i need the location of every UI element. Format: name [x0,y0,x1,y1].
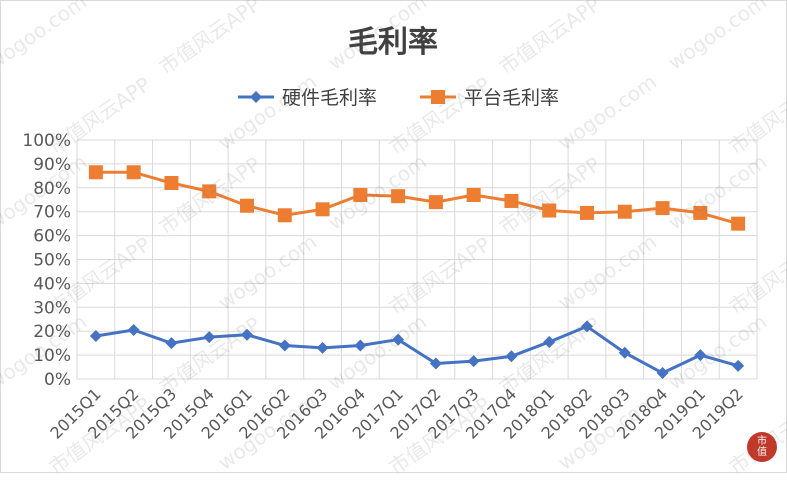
chart-title: 毛利率 [348,25,438,60]
data-point [202,184,217,199]
y-tick-label: 100% [22,131,71,151]
data-point [732,359,745,372]
series-layer [88,165,746,380]
data-point [656,367,669,380]
data-point [429,357,442,370]
data-point [618,346,631,359]
data-point [277,208,292,223]
data-point [126,165,141,180]
badge-line-1: 市 [757,436,767,447]
data-point [353,187,368,202]
series-2 [88,165,746,231]
y-tick-label: 90% [33,155,71,175]
data-point [617,204,632,219]
brand-badge: 市 值 [747,432,777,462]
legend: 硬件毛利率 平台毛利率 [238,87,559,109]
data-point [164,176,179,191]
y-tick-label: 0% [44,370,71,390]
data-point [88,165,103,180]
data-point [693,205,708,220]
data-point [165,337,178,350]
y-tick-label: 50% [33,251,71,271]
series-line [95,324,739,375]
data-point [505,350,518,363]
y-axis: 0% 10% 20% 30% 40% 50% 60% 70% 80% 90% 100% [22,131,71,390]
data-point [89,329,102,342]
data-point [581,320,593,333]
y-tick-label: 10% [33,346,71,366]
gridlines [76,139,758,380]
data-point [580,205,594,220]
data-point [731,216,746,231]
legend-marker [250,91,262,103]
y-tick-label: 70% [33,203,71,223]
data-point [542,203,557,218]
data-point [467,355,480,368]
data-point [504,193,519,208]
data-point [241,328,253,341]
y-tick-label: 40% [33,274,71,294]
data-point [240,198,254,213]
legend-item-1: 硬件毛利率 [238,87,377,109]
series-1 [89,320,745,380]
data-point [428,195,443,210]
data-point [543,335,556,348]
data-point [655,201,670,216]
y-tick-label: 80% [33,179,71,199]
legend-label: 平台毛利率 [464,87,559,109]
data-point [694,349,707,362]
y-tick-label: 20% [33,322,71,342]
x-axis: 2015Q12015Q22015Q32015Q42016Q12016Q22016… [46,384,747,442]
y-tick-label: 30% [33,298,71,318]
legend-marker [431,90,445,104]
legend-label: 硬件毛利率 [282,87,377,109]
data-point [278,339,291,352]
data-point [127,324,140,337]
data-point [203,331,216,344]
data-point [316,341,329,354]
data-point [391,189,406,204]
data-point [392,333,405,346]
data-point [466,187,481,202]
data-point [315,202,330,217]
y-tick-label: 60% [33,227,71,247]
data-point [354,339,367,352]
legend-item-2: 平台毛利率 [420,87,559,109]
badge-line-2: 值 [757,447,767,458]
